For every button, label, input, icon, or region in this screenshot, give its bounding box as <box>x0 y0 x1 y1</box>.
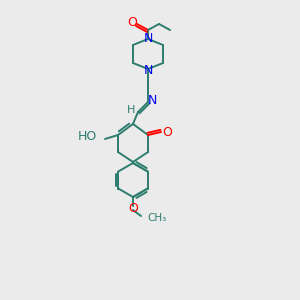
Text: N: N <box>143 32 153 44</box>
Text: HO: HO <box>78 130 97 143</box>
Text: N: N <box>147 94 157 107</box>
Text: O: O <box>127 16 137 29</box>
Text: N: N <box>143 64 153 76</box>
Text: H: H <box>127 105 135 115</box>
Text: CH₃: CH₃ <box>147 213 166 223</box>
Text: O: O <box>162 125 172 139</box>
Text: O: O <box>128 202 138 214</box>
